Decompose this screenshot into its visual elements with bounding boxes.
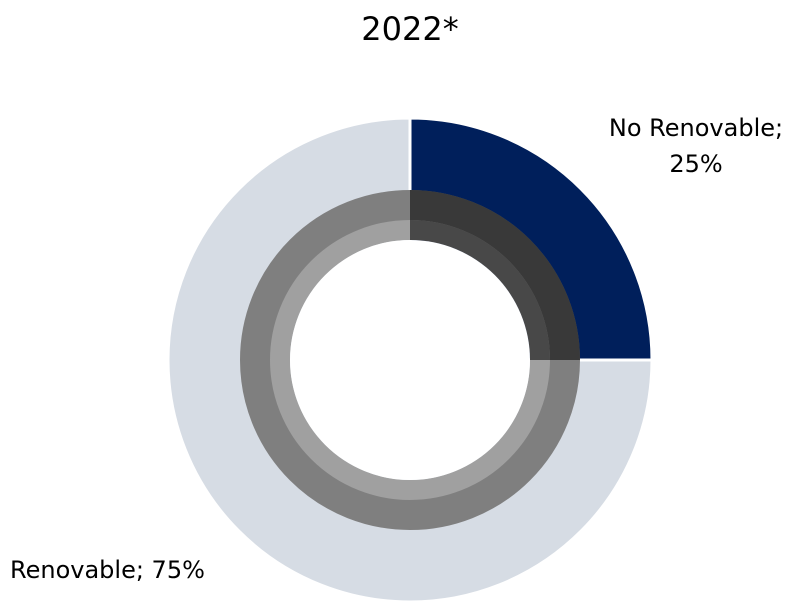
chart-title: 2022* [361,10,458,48]
data-label-no-renovable: No Renovable; 25% [609,114,783,178]
data-label-no-renovable-value: 25% [669,150,722,178]
inner-ring [240,190,580,530]
inner-ring-light-shadow [409,220,550,361]
inner-ring-shadow [409,190,580,361]
donut-hole [290,240,530,480]
data-label-renovable-text: Renovable; 75% [10,556,205,584]
data-label-renovable: Renovable; 75% [10,556,205,584]
slice-renovable [166,116,654,604]
data-label-no-renovable-name: No Renovable; [609,114,783,142]
